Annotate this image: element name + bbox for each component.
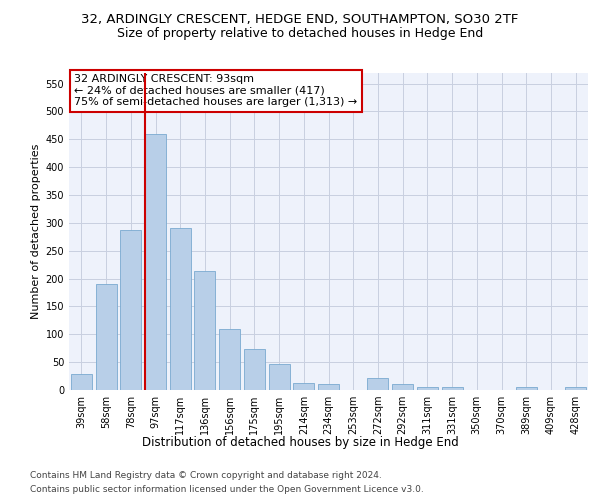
Bar [565,387,586,390]
Bar [244,349,265,390]
Bar [516,386,537,390]
Bar [194,272,215,390]
Text: 32, ARDINGLY CRESCENT, HEDGE END, SOUTHAMPTON, SO30 2TF: 32, ARDINGLY CRESCENT, HEDGE END, SOUTHA… [82,12,518,26]
Bar [145,134,166,390]
Bar [269,364,290,390]
Bar [417,387,438,390]
Bar [318,384,339,390]
Text: Distribution of detached houses by size in Hedge End: Distribution of detached houses by size … [142,436,458,449]
Text: Contains HM Land Registry data © Crown copyright and database right 2024.: Contains HM Land Registry data © Crown c… [30,472,382,480]
Bar [95,284,116,390]
Bar [219,330,240,390]
Bar [170,228,191,390]
Bar [71,374,92,390]
Bar [392,384,413,390]
Text: 32 ARDINGLY CRESCENT: 93sqm
← 24% of detached houses are smaller (417)
75% of se: 32 ARDINGLY CRESCENT: 93sqm ← 24% of det… [74,74,358,108]
Y-axis label: Number of detached properties: Number of detached properties [31,144,41,319]
Bar [120,230,141,390]
Bar [367,378,388,390]
Bar [442,387,463,390]
Bar [293,383,314,390]
Text: Contains public sector information licensed under the Open Government Licence v3: Contains public sector information licen… [30,484,424,494]
Text: Size of property relative to detached houses in Hedge End: Size of property relative to detached ho… [117,28,483,40]
